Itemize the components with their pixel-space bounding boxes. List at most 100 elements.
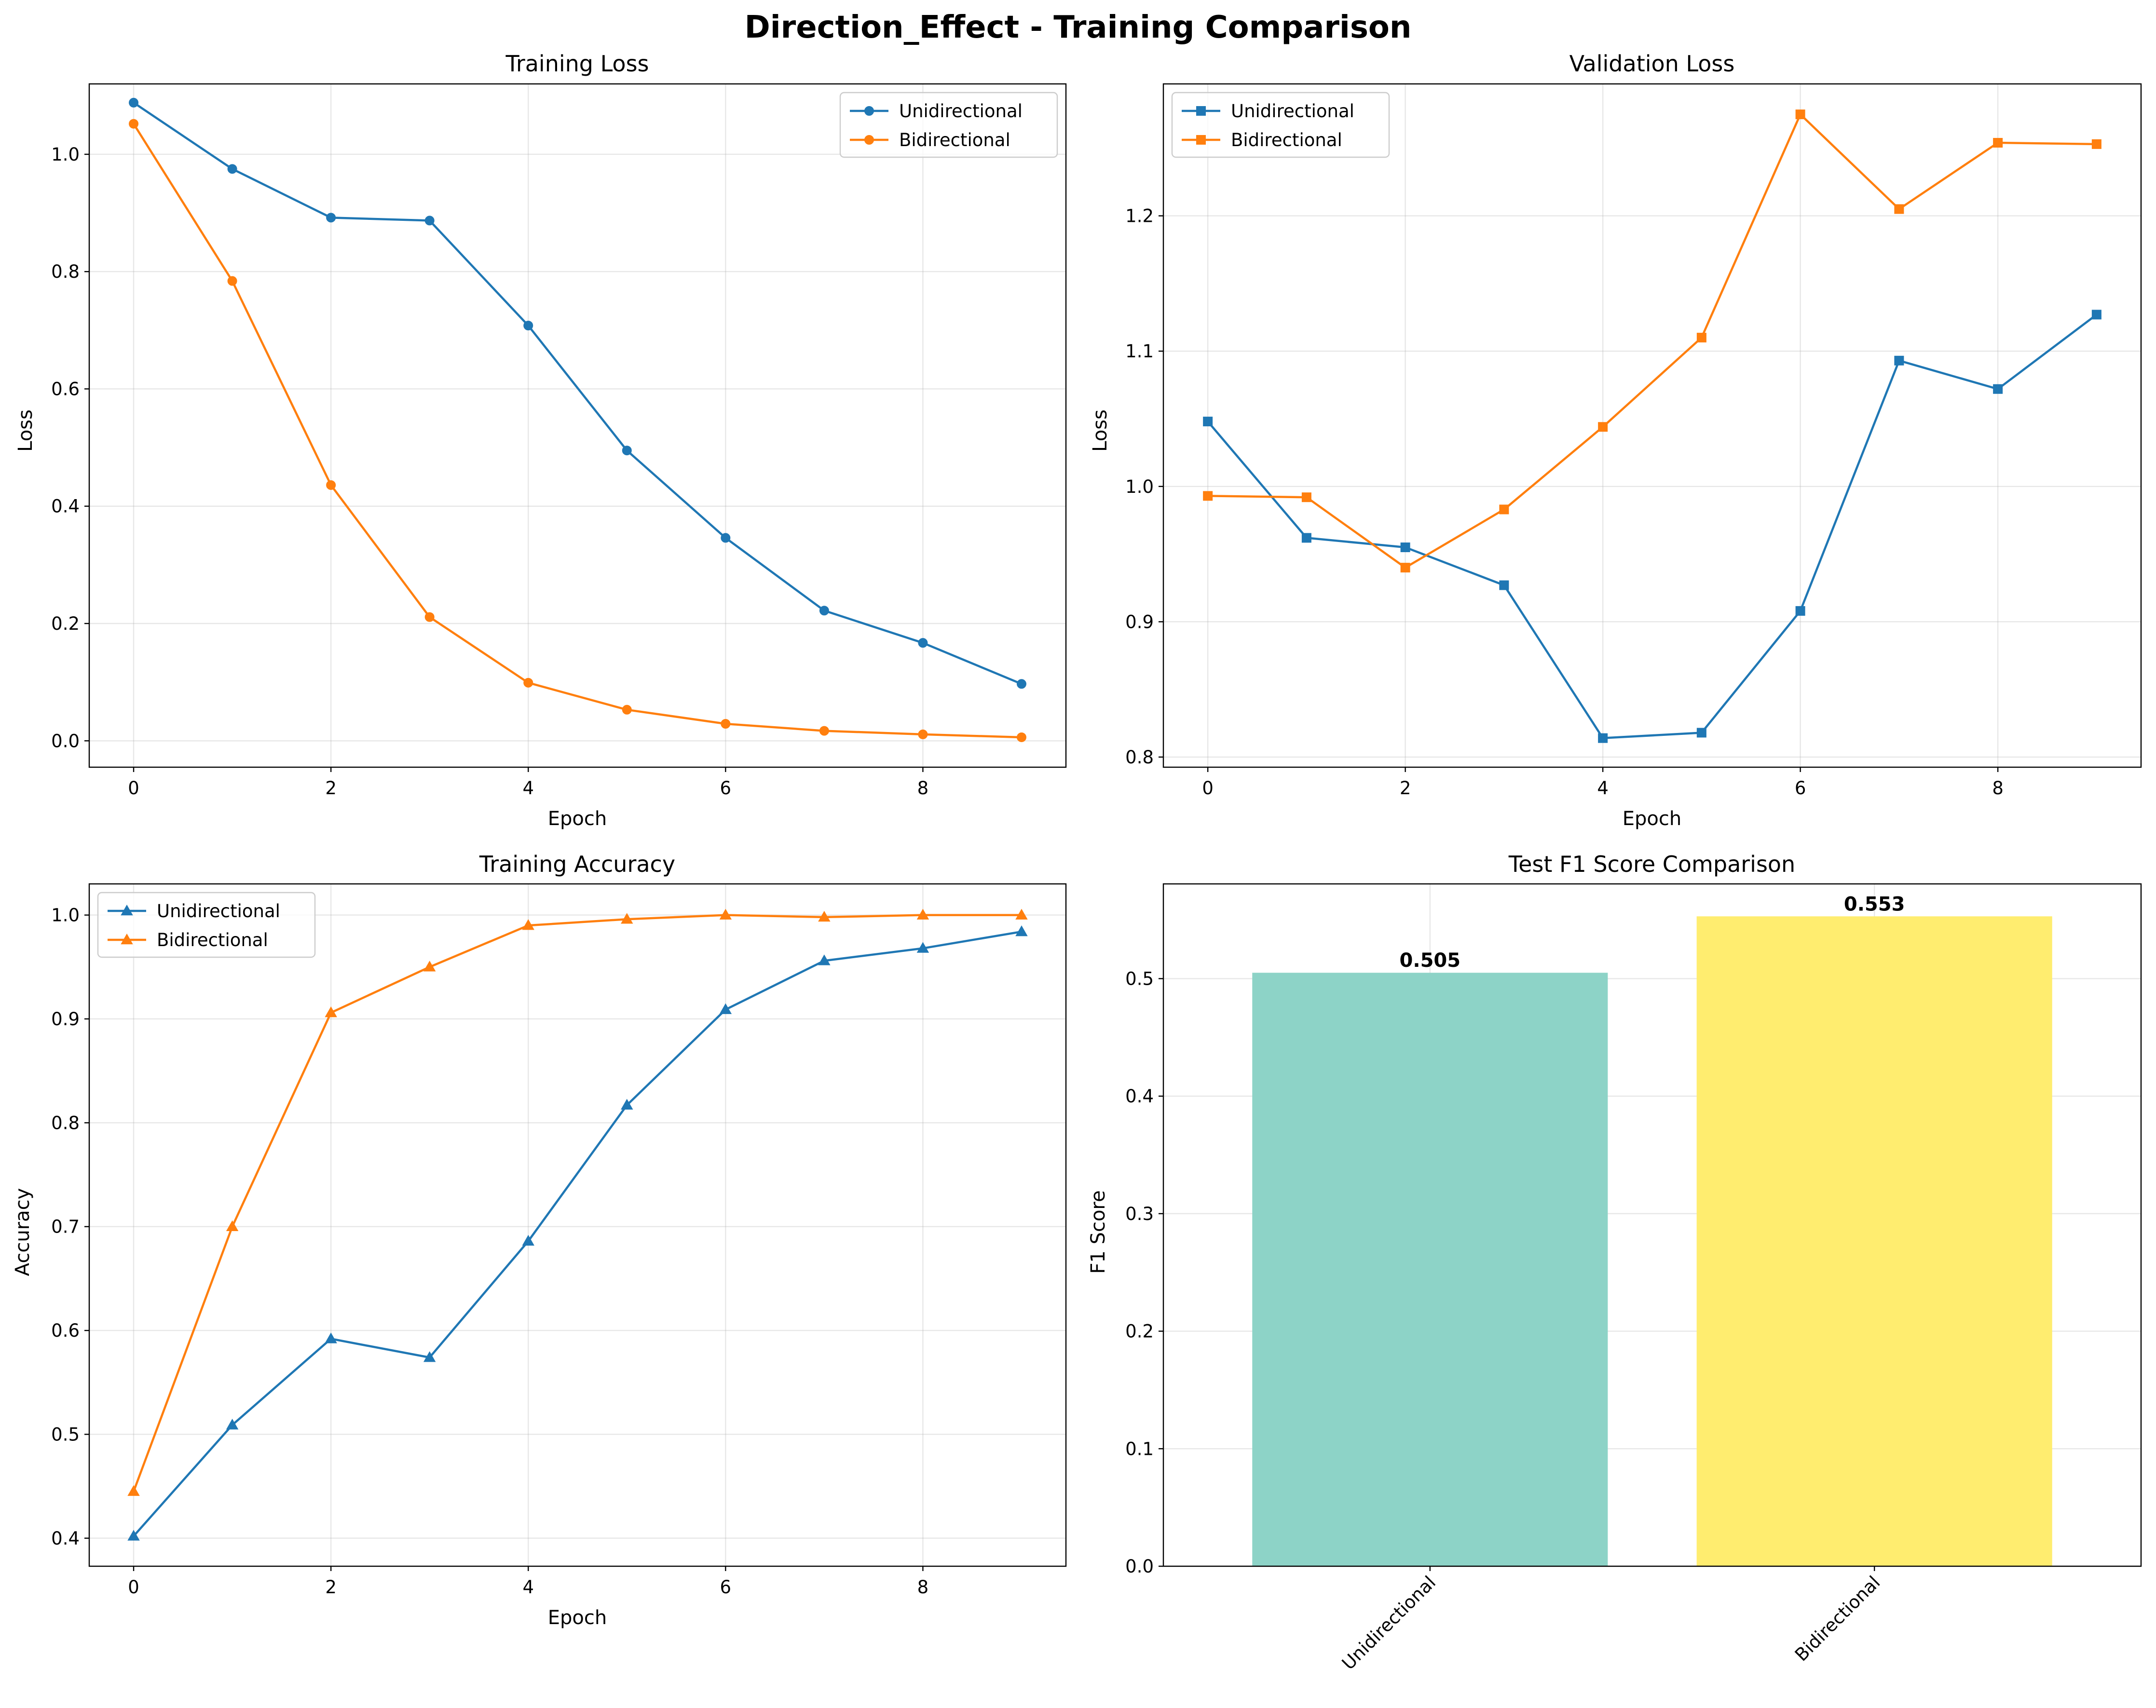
validation-loss-point-unidirectional — [1203, 417, 1213, 427]
test-f1-ylabel: F1 Score — [1087, 1190, 1109, 1274]
training-loss-point-unidirectional — [721, 533, 731, 543]
validation-loss-point-unidirectional — [1400, 542, 1410, 553]
training-loss-xtick-label: 0 — [128, 778, 139, 799]
test-f1-title: Test F1 Score Comparison — [1508, 851, 1795, 877]
training-loss-point-unidirectional — [523, 321, 533, 331]
training-accuracy-ticks: 0.4 0.5 0.6 0.7 0.8 0.9 1.0 0 2 4 6 8 — [51, 905, 928, 1598]
training-accuracy-xtick-label: 4 — [522, 1577, 534, 1598]
training-loss-point-bidirectional — [424, 612, 435, 622]
validation-loss-point-unidirectional — [2091, 310, 2101, 320]
training-loss-ylabel: Loss — [14, 409, 37, 452]
training-loss-legend-box — [839, 92, 1058, 158]
training-loss-series-unidirectional — [129, 97, 1026, 689]
validation-loss-point-bidirectional — [1598, 422, 1608, 432]
training-loss-point-bidirectional — [523, 678, 533, 688]
training-accuracy-series-unidirectional — [127, 925, 1028, 1541]
training-loss-point-bidirectional — [918, 729, 928, 739]
test-f1-bar-value-label: 0.505 — [1400, 949, 1461, 972]
validation-loss-xtick-label: 6 — [1795, 778, 1806, 799]
training-loss-chart: Training Loss Epoch Loss 0.0 0.2 0.4 0.6 0.8… — [14, 51, 1067, 830]
training-loss-point-bidirectional — [326, 480, 336, 490]
test-f1-bar-unidirectional — [1252, 973, 1608, 1566]
validation-loss-point-bidirectional — [1400, 563, 1410, 573]
training-accuracy-point-unidirectional — [1015, 925, 1028, 936]
training-accuracy-point-bidirectional — [522, 919, 534, 930]
training-accuracy-title: Training Accuracy — [479, 851, 675, 877]
training-loss-legend-label: Bidirectional — [899, 130, 1010, 150]
training-accuracy-legend-marker — [121, 933, 133, 945]
training-loss-point-bidirectional — [819, 726, 829, 736]
validation-loss-point-unidirectional — [1499, 580, 1509, 590]
training-loss-point-unidirectional — [326, 213, 336, 223]
training-loss-ytick-label: 0.2 — [51, 613, 80, 634]
validation-loss-xtick-label: 8 — [1992, 778, 2004, 799]
training-accuracy-point-bidirectional — [916, 908, 929, 920]
validation-loss-point-unidirectional — [1894, 355, 1904, 366]
validation-loss-point-bidirectional — [2091, 139, 2101, 149]
validation-loss-ytick-label: 1.1 — [1125, 341, 1154, 362]
validation-loss-point-bidirectional — [1795, 109, 1805, 120]
validation-loss-point-bidirectional — [1499, 504, 1509, 515]
training-accuracy-point-bidirectional — [226, 1220, 239, 1231]
validation-loss-ytick-label: 1.2 — [1125, 206, 1154, 227]
training-loss-point-bidirectional — [1016, 732, 1026, 742]
validation-loss-point-bidirectional — [1203, 491, 1213, 501]
training-accuracy-series-bidirectional — [127, 908, 1028, 1496]
training-loss-point-unidirectional — [129, 97, 139, 108]
training-accuracy-ytick-label: 0.7 — [51, 1217, 80, 1237]
validation-loss-point-unidirectional — [1993, 384, 2003, 394]
training-accuracy-point-unidirectional — [621, 1098, 633, 1110]
training-loss-point-unidirectional — [819, 606, 829, 616]
validation-loss-grid — [1163, 84, 2141, 767]
training-loss-point-unidirectional — [424, 216, 435, 226]
training-accuracy-point-bidirectional — [127, 1485, 140, 1496]
training-loss-point-unidirectional — [918, 638, 928, 648]
training-loss-legend-marker — [864, 106, 874, 116]
test-f1-ytick-label: 0.2 — [1125, 1321, 1154, 1342]
validation-loss-line-unidirectional — [1207, 313, 2098, 739]
validation-loss-ytick-label: 0.8 — [1125, 747, 1154, 768]
validation-loss-legend-label: Bidirectional — [1231, 130, 1342, 150]
validation-loss-chart: Validation Loss Epoch Loss 0.8 0.9 1.0 1.1 1… — [1089, 51, 2142, 830]
training-loss-ytick-label: 0.0 — [51, 731, 80, 751]
test-f1-bar-value-label: 0.553 — [1844, 893, 1905, 915]
figure-title: Direction_Effect - Training Comparison — [745, 10, 1412, 45]
training-accuracy-ytick-label: 0.8 — [51, 1112, 80, 1133]
training-accuracy-ytick-label: 0.9 — [51, 1009, 80, 1030]
training-loss-legend-label: Unidirectional — [899, 101, 1023, 122]
test-f1-ytick-label: 0.4 — [1125, 1086, 1154, 1107]
training-accuracy-point-bidirectional — [719, 908, 732, 920]
training-accuracy-point-bidirectional — [818, 910, 831, 922]
validation-loss-point-bidirectional — [1696, 333, 1706, 343]
training-loss-xtick-label: 4 — [522, 778, 534, 799]
validation-loss-axes-frame — [1162, 83, 2142, 768]
training-accuracy-xtick-label: 8 — [917, 1577, 929, 1598]
validation-loss-ylabel: Loss — [1089, 409, 1111, 452]
training-accuracy-ytick-label: 0.6 — [51, 1320, 80, 1341]
training-accuracy-ytick-label: 0.5 — [51, 1424, 80, 1445]
validation-loss-series-bidirectional — [1203, 109, 2101, 573]
test-f1-bar-group-bidirectional: 0.553 — [1696, 893, 2052, 1566]
training-loss-legend-marker — [864, 135, 874, 145]
training-accuracy-point-unidirectional — [818, 954, 831, 965]
validation-loss-xtick-label: 0 — [1202, 778, 1214, 799]
training-accuracy-point-unidirectional — [226, 1419, 239, 1430]
training-accuracy-point-unidirectional — [522, 1234, 534, 1246]
training-loss-point-bidirectional — [721, 718, 731, 729]
training-loss-ytick-label: 0.8 — [51, 261, 80, 282]
training-accuracy-point-unidirectional — [325, 1332, 337, 1343]
validation-loss-xtick-label: 2 — [1400, 778, 1411, 799]
training-loss-point-bidirectional — [622, 705, 632, 715]
training-loss-axes-frame — [88, 83, 1067, 768]
training-accuracy-line-bidirectional — [132, 914, 1022, 1492]
training-accuracy-xtick-label: 2 — [325, 1577, 337, 1598]
validation-loss-legend: Unidirectional Bidirectional — [1171, 92, 1390, 158]
validation-loss-title: Validation Loss — [1569, 51, 1735, 77]
training-loss-title: Training Loss — [505, 51, 649, 77]
training-loss-point-bidirectional — [129, 119, 139, 129]
test-f1-axes-frame — [1162, 883, 2142, 1567]
training-accuracy-point-unidirectional — [916, 942, 929, 953]
validation-loss-ticks: 0.8 0.9 1.0 1.1 1.2 0 2 4 6 8 — [1125, 206, 2004, 799]
validation-loss-series-unidirectional — [1203, 310, 2101, 743]
